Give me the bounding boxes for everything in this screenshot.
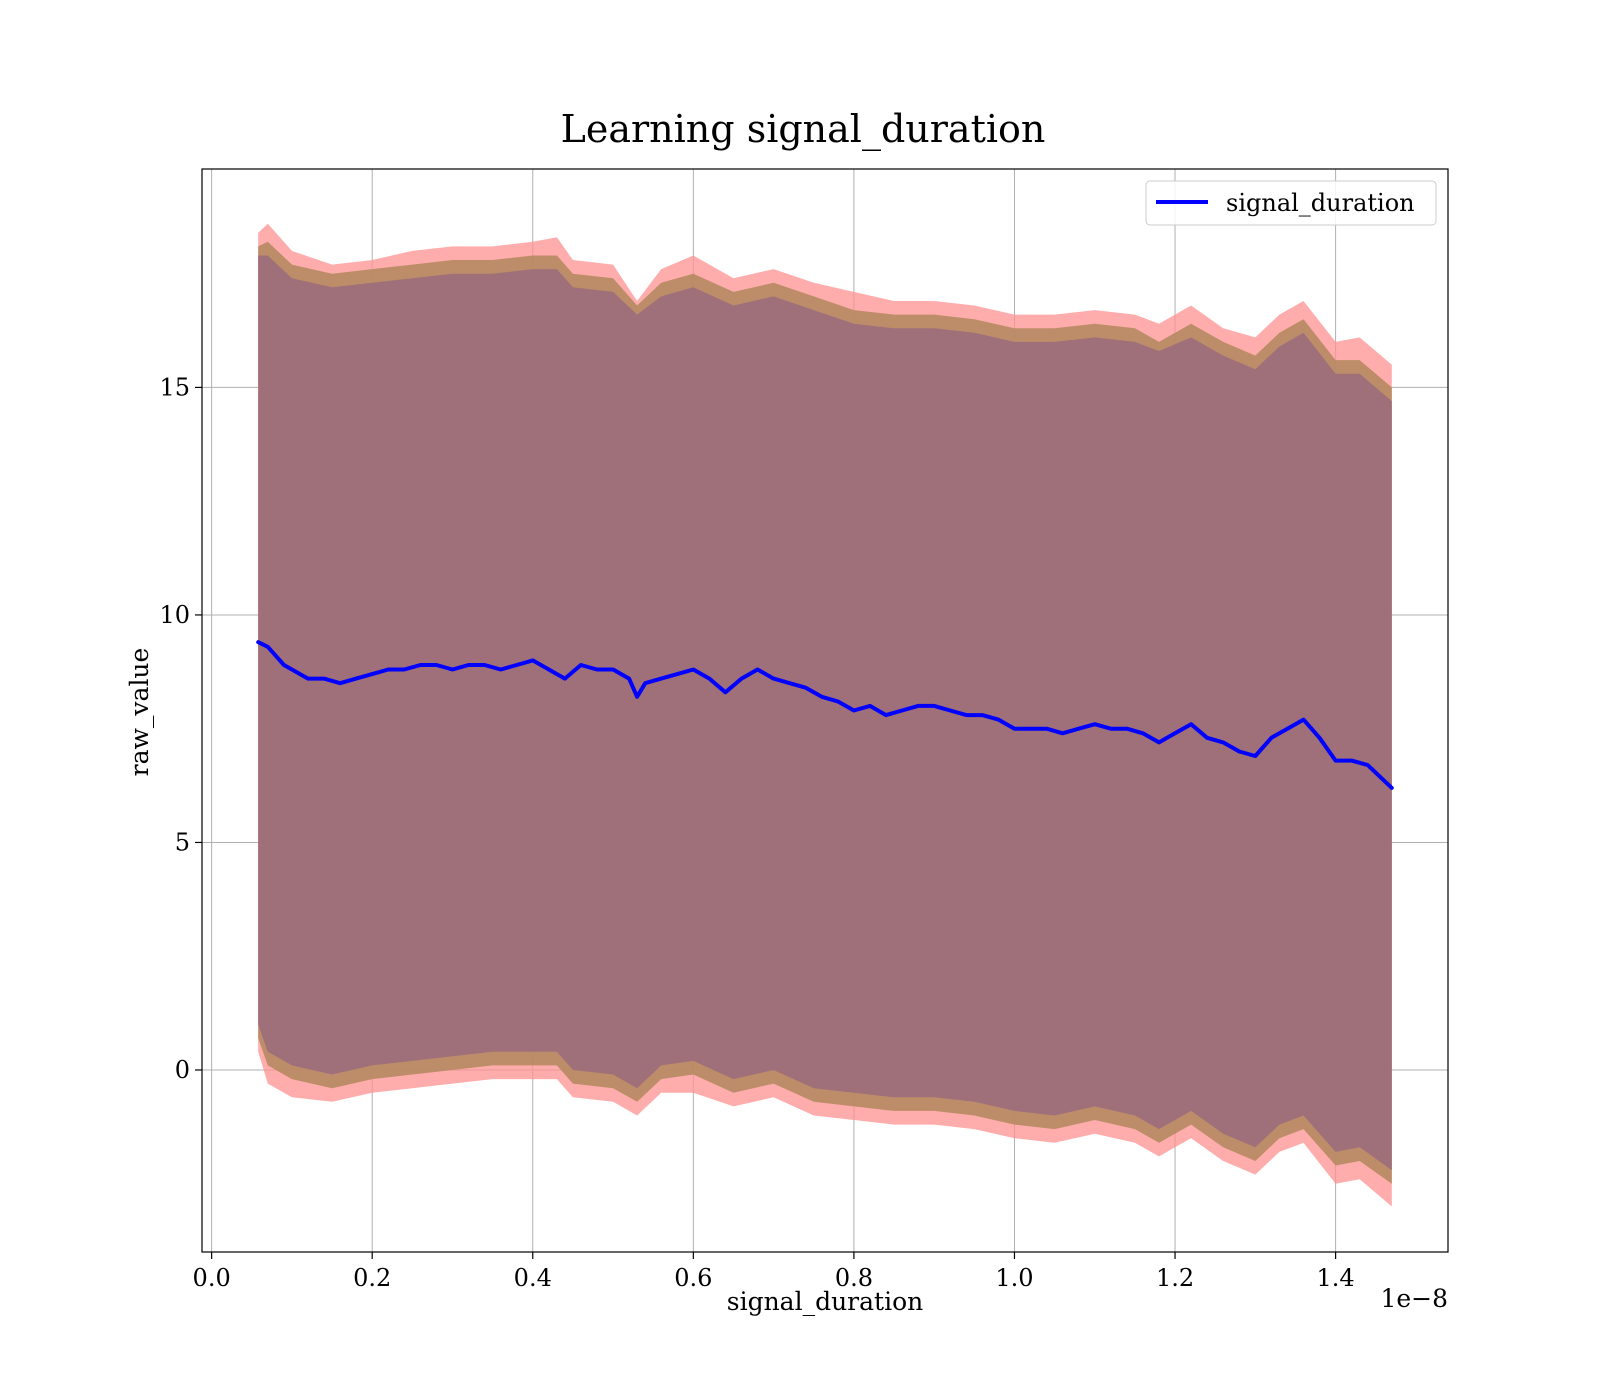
y-tick-label-3: 15 — [159, 373, 190, 401]
y-axis-label: raw_value — [125, 648, 154, 777]
x-tick-label-7: 1.4 — [1317, 1264, 1355, 1292]
legend: signal_duration — [1145, 180, 1437, 226]
series-line-0 — [256, 640, 1394, 790]
x-tick-label-3: 0.6 — [674, 1264, 712, 1292]
chart-title: Learning signal_duration — [561, 107, 1046, 152]
band-inner — [258, 255, 1392, 1171]
series-lines — [256, 640, 1394, 790]
x-tick-label-4: 0.8 — [835, 1264, 873, 1292]
y-axis-ticks: 0 5 10 15 — [159, 373, 202, 1084]
legend-box — [1145, 180, 1437, 226]
x-tick-label-2: 0.4 — [514, 1264, 552, 1292]
x-tick-label-0: 0.0 — [193, 1264, 231, 1292]
x-tick-label-1: 0.2 — [353, 1264, 391, 1292]
y-tick-label-0: 0 — [175, 1056, 190, 1084]
y-tick-label-2: 10 — [159, 601, 190, 629]
x-axis-scale-label: 1e−8 — [1380, 1284, 1448, 1313]
x-axis-ticks: 0.0 0.2 0.4 0.6 0.8 1.0 1.2 1.4 — [193, 1252, 1355, 1292]
y-tick-label-1: 5 — [175, 828, 190, 856]
x-axis-label: signal_duration — [727, 1287, 923, 1316]
plot-frame — [201, 168, 1449, 1253]
x-tick-label-5: 1.0 — [995, 1264, 1033, 1292]
x-tick-label-6: 1.2 — [1156, 1264, 1194, 1292]
confidence-bands — [258, 223, 1392, 1207]
legend-label: signal_duration — [1226, 189, 1415, 217]
